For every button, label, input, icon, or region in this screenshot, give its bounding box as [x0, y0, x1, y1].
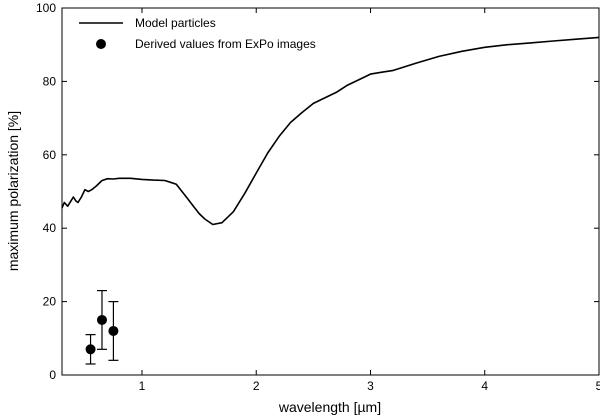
- y-tick-label: 80: [43, 74, 57, 88]
- data-point: [108, 325, 119, 336]
- x-tick-label: 2: [253, 379, 260, 393]
- x-tick-label: 3: [367, 379, 374, 393]
- x-tick-label: 5: [596, 379, 600, 393]
- y-tick-label: 60: [43, 148, 57, 162]
- y-tick-label: 20: [43, 295, 57, 309]
- y-axis-label: maximum polarization [%]: [5, 111, 21, 271]
- data-point: [85, 344, 96, 355]
- model-particles-line: [61, 36, 600, 226]
- model-curve-group: [61, 36, 600, 226]
- y-tick-label: 40: [43, 221, 57, 235]
- axis-ticks: 1 2 3 4 5 0 20 40 60 80 100: [36, 1, 600, 393]
- x-tick-label: 4: [481, 379, 488, 393]
- legend-dot-swatch: [96, 39, 106, 49]
- legend-label-model: Model particles: [135, 16, 216, 30]
- y-tick-label: 100: [36, 1, 56, 15]
- legend-label-derived: Derived values from ExPo images: [135, 37, 316, 51]
- x-tick-label: 1: [139, 379, 146, 393]
- y-tick-label: 0: [49, 368, 56, 382]
- plot-frame: [61, 7, 600, 376]
- legend: Model particles Derived values from ExPo …: [79, 16, 316, 51]
- x-axis-label: wavelength [µm]: [278, 399, 381, 415]
- data-points-group: [85, 289, 119, 365]
- data-point: [96, 314, 107, 325]
